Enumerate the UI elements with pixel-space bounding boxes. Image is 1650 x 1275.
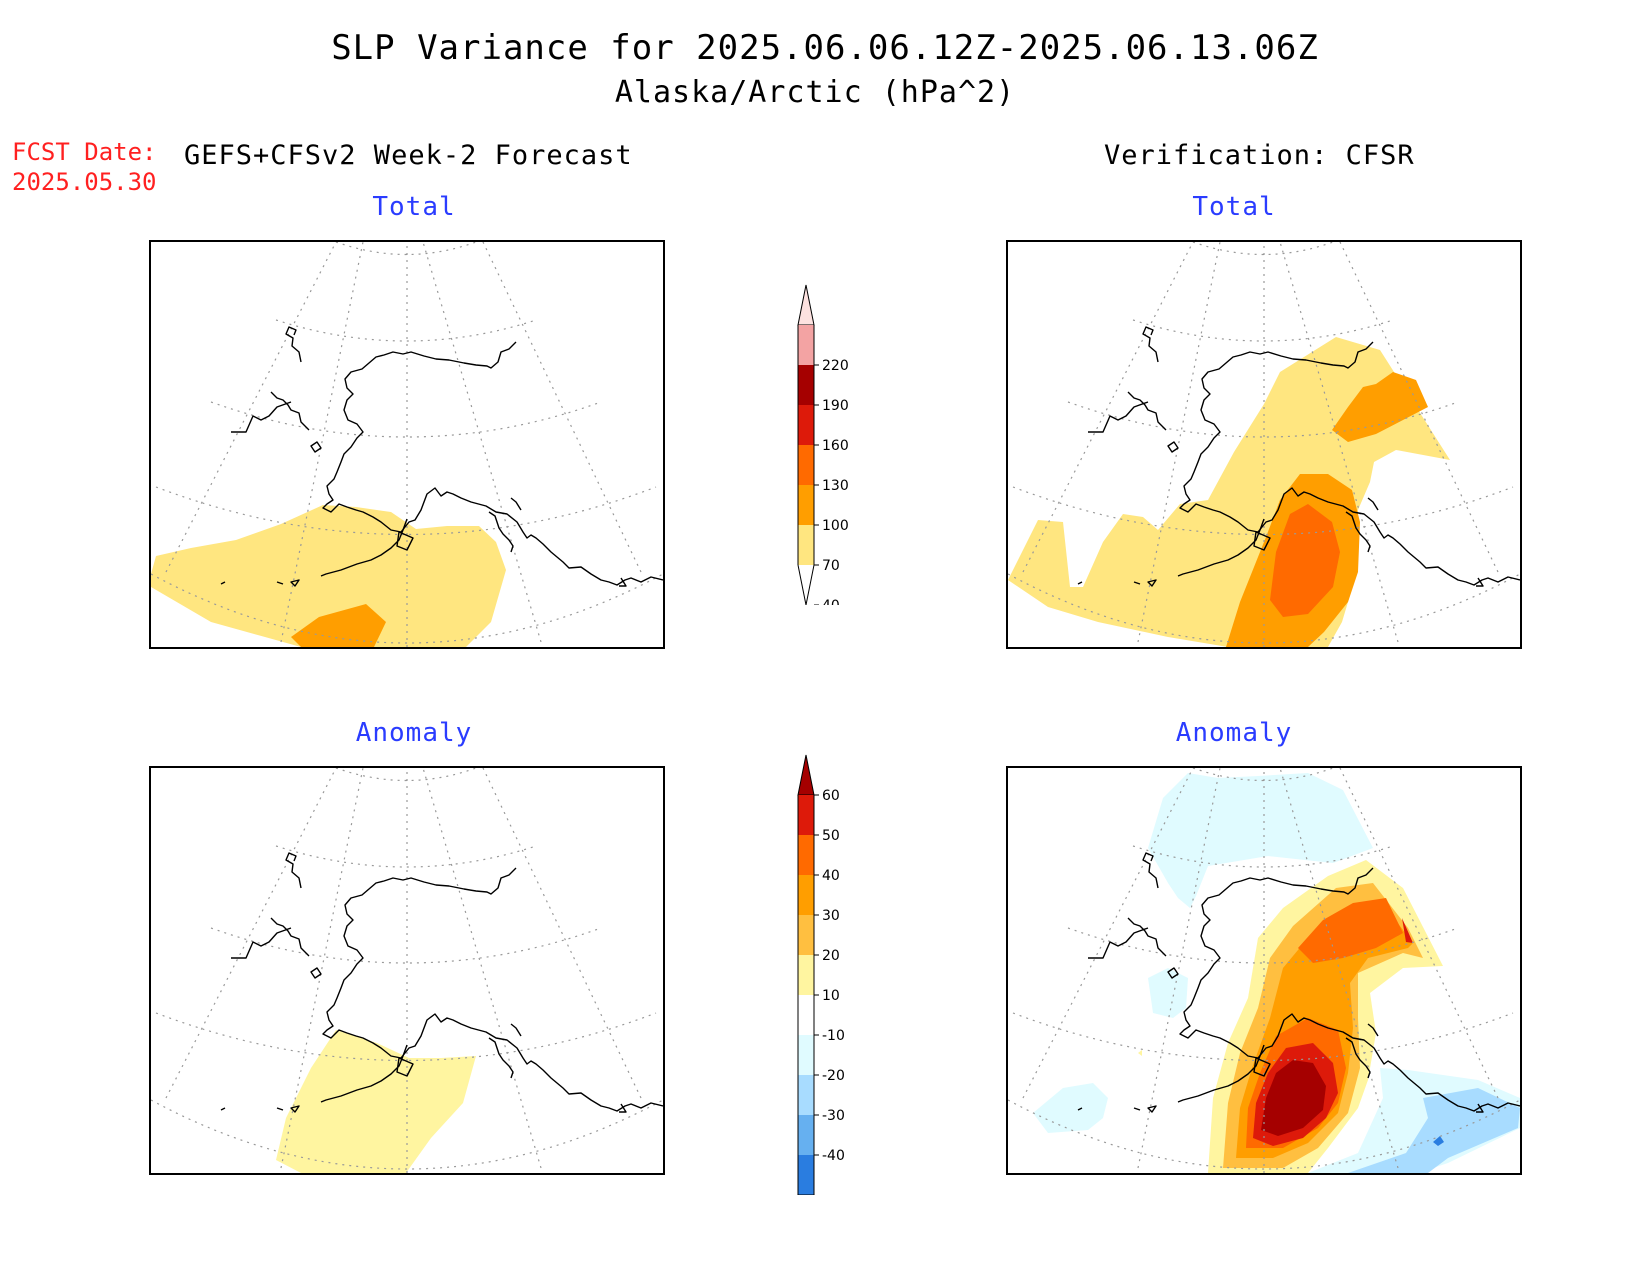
forecast-anomaly-map xyxy=(149,766,665,1175)
colorbar-anomaly-label: 40 xyxy=(822,868,840,884)
colorbar-total-label: 130 xyxy=(822,478,849,494)
colorbar-total-cap-bottom xyxy=(797,564,815,605)
verification-anomaly-map xyxy=(1006,766,1522,1175)
colorbar-total-swatch xyxy=(798,365,814,405)
forecast-date-label: FCST Date: xyxy=(12,138,157,166)
colorbar-anomaly-label: 30 xyxy=(822,908,840,924)
colorbar-anomaly-swatch xyxy=(798,795,814,835)
colorbar-anomaly-label: 50 xyxy=(822,828,840,844)
colorbar-anomaly-swatch xyxy=(798,1155,814,1195)
colorbar-total-label: 190 xyxy=(822,398,849,414)
colorbar-anomaly-swatch xyxy=(798,1115,814,1155)
colorbar-total-label: 100 xyxy=(822,518,849,534)
forecast-total-title: Total xyxy=(372,192,456,222)
colorbar-anomaly-swatch xyxy=(798,955,814,995)
verification-total-title: Total xyxy=(1192,192,1276,222)
colorbar-anomaly-swatch xyxy=(798,995,814,1035)
colorbar-total-swatch xyxy=(798,445,814,485)
colorbar-anomaly-label: -20 xyxy=(822,1068,845,1084)
colorbar-anomaly-label: 10 xyxy=(822,988,840,1004)
colorbar-anomaly-label: 20 xyxy=(822,948,840,964)
verification-total-map xyxy=(1006,240,1522,649)
colorbar-anomaly-label: -30 xyxy=(822,1108,845,1124)
forecast-total-map xyxy=(149,240,665,649)
colorbar-total-swatch xyxy=(798,405,814,445)
colorbar-anomaly-swatch xyxy=(798,915,814,955)
colorbar-total-label: 220 xyxy=(822,358,849,374)
colorbar-anomaly-label: -10 xyxy=(822,1028,845,1044)
colorbar-total-cap-top xyxy=(797,284,815,326)
page-subtitle: Alaska/Arctic (hPa^2) xyxy=(614,75,1016,110)
verification-anomaly-title: Anomaly xyxy=(1175,718,1293,748)
colorbar-total-label: 160 xyxy=(822,438,849,454)
colorbar-anomaly-label: -40 xyxy=(822,1148,845,1164)
colorbar-total-swatch xyxy=(798,325,814,365)
forecast-date-value: 2025.05.30 xyxy=(12,168,157,196)
forecast-heading: GEFS+CFSv2 Week-2 Forecast xyxy=(184,140,633,171)
colorbar-anomaly-cap-top xyxy=(797,754,815,796)
total-colorbar: 220 190 160 130 100 70 40 xyxy=(797,284,849,605)
page-title: SLP Variance for 2025.06.06.12Z-2025.06.… xyxy=(331,28,1319,68)
colorbar-anomaly-swatch xyxy=(798,875,814,915)
colorbar-total-label: 40 xyxy=(822,598,840,605)
verification-heading: Verification: CFSR xyxy=(1104,140,1415,171)
colorbar-anomaly-swatch xyxy=(798,1035,814,1075)
colorbar-total-swatch xyxy=(798,485,814,525)
colorbar-total-swatch xyxy=(798,525,814,565)
forecast-anomaly-title: Anomaly xyxy=(355,718,473,748)
anomaly-colorbar: 60 50 40 30 20 10 -10 -20 -30 -40 xyxy=(797,754,845,1195)
colorbar-anomaly-swatch xyxy=(798,835,814,875)
colorbar-anomaly-swatch xyxy=(798,1075,814,1115)
colorbar-anomaly-label: 60 xyxy=(822,788,840,804)
colorbar-total-label: 70 xyxy=(822,558,840,574)
